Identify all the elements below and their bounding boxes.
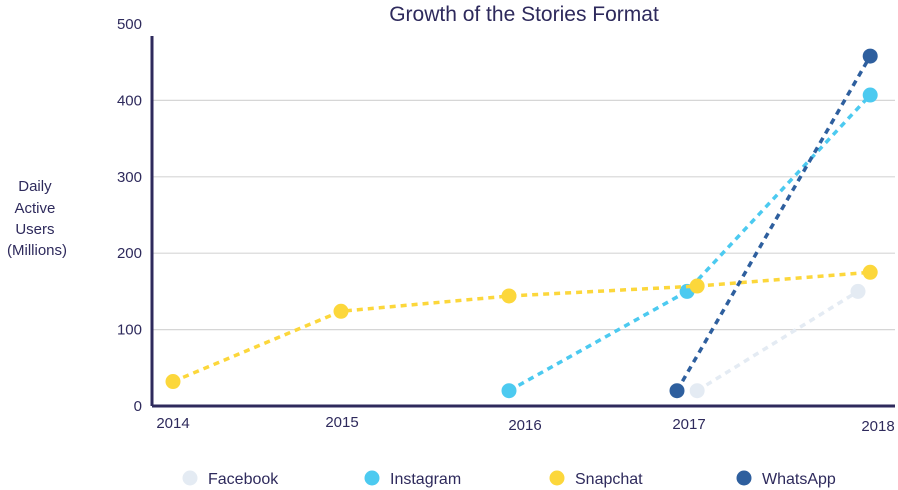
data-point: [501, 383, 517, 399]
y-tick-label: 200: [117, 245, 142, 262]
chart-title: Growth of the Stories Format: [389, 3, 659, 26]
data-point: [669, 383, 685, 399]
data-point: [850, 283, 866, 299]
legend-item-whatsapp: WhatsApp: [736, 470, 836, 488]
series-line: [675, 55, 872, 392]
y-axis-label-line: Daily: [18, 178, 52, 195]
data-point: [333, 303, 349, 319]
axes: [150, 36, 895, 408]
data-point: [689, 278, 705, 294]
gridlines: [152, 99, 895, 331]
y-axis-label-line: Users: [15, 221, 54, 238]
legend-label: Instagram: [390, 471, 461, 488]
x-tick-label: 2017: [672, 416, 705, 433]
legend-label: Facebook: [208, 471, 279, 488]
x-tick-label: 2015: [325, 414, 358, 431]
x-tick-label: 2018: [861, 418, 894, 435]
data-point: [862, 87, 878, 103]
data-point: [862, 264, 878, 280]
legend-label: Snapchat: [575, 471, 643, 488]
legend-label: WhatsApp: [762, 471, 836, 488]
data-point: [165, 374, 181, 390]
y-axis-label-line: Active: [14, 200, 55, 217]
legend-marker: [549, 470, 565, 486]
x-ticks: 2014 2015 2016 2017 2018: [156, 414, 894, 435]
legend-marker: [736, 470, 752, 486]
legend-marker: [364, 470, 380, 486]
data-point: [689, 383, 705, 399]
legend: Facebook Instagram Snapchat WhatsApp: [182, 470, 836, 488]
legend-item-snapchat: Snapchat: [549, 470, 643, 488]
data-point: [501, 288, 517, 304]
y-tick-label: 0: [134, 398, 142, 415]
x-tick-label: 2014: [156, 415, 189, 432]
series-whatsapp: [669, 48, 878, 399]
y-axis-label-line: (Millions): [7, 242, 67, 259]
series-layer: [165, 48, 878, 399]
y-tick-label: 500: [117, 16, 142, 33]
legend-item-instagram: Instagram: [364, 470, 461, 488]
series-instagram: [501, 87, 878, 399]
x-tick-label: 2016: [508, 417, 541, 434]
series-facebook: [689, 283, 866, 399]
y-tick-label: 300: [117, 169, 142, 186]
y-tick-label: 400: [117, 92, 142, 109]
series-snapchat: [165, 264, 878, 390]
y-axis-label: Daily Active Users (Millions): [7, 178, 67, 259]
series-line: [696, 289, 859, 393]
legend-marker: [182, 470, 198, 486]
legend-item-facebook: Facebook: [182, 470, 279, 488]
data-point: [862, 48, 878, 64]
series-line: [508, 93, 872, 393]
y-ticks: 0 100 200 300 400 500: [117, 16, 142, 415]
series-line: [172, 270, 871, 384]
y-tick-label: 100: [117, 322, 142, 339]
